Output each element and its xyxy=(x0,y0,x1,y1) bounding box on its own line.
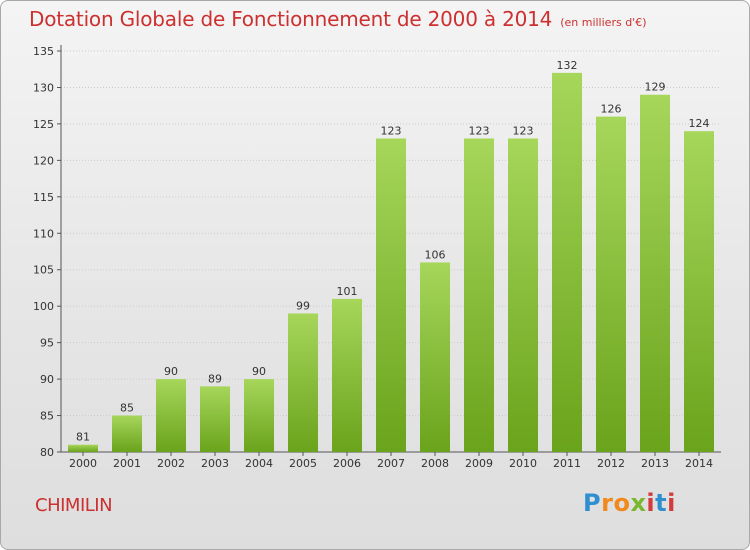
chart-title-text: Dotation Globale de Fonctionnement de 20… xyxy=(29,7,553,31)
logo-letter: t xyxy=(655,489,668,517)
data-label: 85 xyxy=(120,402,134,415)
bar xyxy=(464,138,494,452)
data-label: 89 xyxy=(208,372,222,385)
data-label: 106 xyxy=(425,248,446,261)
bar xyxy=(244,379,274,452)
logo-letter: i xyxy=(646,489,656,517)
chart-title: Dotation Globale de Fonctionnement de 20… xyxy=(29,7,646,31)
proxiti-logo[interactable]: Proxiti xyxy=(583,489,676,517)
x-tick-label: 2010 xyxy=(509,457,537,470)
data-label: 90 xyxy=(252,365,266,378)
logo-letter: i xyxy=(667,489,676,517)
x-tick-label: 2013 xyxy=(641,457,669,470)
y-tick-label: 90 xyxy=(40,373,54,386)
y-tick-label: 135 xyxy=(33,45,54,58)
bar xyxy=(288,313,318,452)
logo-letter: r xyxy=(601,489,614,517)
bar xyxy=(596,116,626,453)
x-tick-label: 2009 xyxy=(465,457,493,470)
data-label: 126 xyxy=(601,103,622,116)
data-label: 129 xyxy=(645,81,666,94)
logo-letter: x xyxy=(630,489,647,517)
data-label: 81 xyxy=(76,431,90,444)
y-tick-label: 95 xyxy=(40,337,54,350)
x-tick-label: 2003 xyxy=(201,457,229,470)
x-tick-label: 2006 xyxy=(333,457,361,470)
unit-label: (en milliers d'€) xyxy=(560,16,647,29)
data-label: 123 xyxy=(513,124,534,137)
x-tick-label: 2004 xyxy=(245,457,273,470)
x-tick-label: 2005 xyxy=(289,457,317,470)
logo-letter: o xyxy=(613,489,631,517)
bar xyxy=(200,386,230,452)
x-tick-label: 2014 xyxy=(685,457,713,470)
x-tick-label: 2008 xyxy=(421,457,449,470)
data-label: 124 xyxy=(689,117,710,130)
bar xyxy=(640,94,670,452)
logo-letter: P xyxy=(583,489,602,517)
x-tick-label: 2012 xyxy=(597,457,625,470)
bar xyxy=(376,138,406,452)
y-tick-label: 85 xyxy=(40,410,54,423)
data-label: 123 xyxy=(381,124,402,137)
y-tick-label: 105 xyxy=(33,264,54,277)
x-tick-label: 2002 xyxy=(157,457,185,470)
data-label: 90 xyxy=(164,365,178,378)
bar xyxy=(420,262,450,452)
bar xyxy=(68,444,98,452)
data-label: 132 xyxy=(557,59,578,72)
x-tick-label: 2007 xyxy=(377,457,405,470)
y-tick-label: 125 xyxy=(33,118,54,131)
commune-name: CHIMILIN xyxy=(35,495,113,516)
bars xyxy=(68,72,714,453)
bar xyxy=(332,298,362,452)
bar xyxy=(508,138,538,452)
y-tick-label: 80 xyxy=(40,446,54,459)
bar xyxy=(552,72,582,452)
y-tick-label: 100 xyxy=(33,300,54,313)
bar xyxy=(112,415,142,452)
x-tick-label: 2011 xyxy=(553,457,581,470)
bar xyxy=(684,131,714,452)
x-tick-label: 2000 xyxy=(69,457,97,470)
bar xyxy=(156,379,186,452)
y-tick-label: 110 xyxy=(33,227,54,240)
labels: 80 85 90 95 100 105 110 115 120 125 130 135 81 2000 85… xyxy=(33,45,713,470)
y-tick-label: 130 xyxy=(33,81,54,94)
data-label: 101 xyxy=(337,285,358,298)
data-label: 123 xyxy=(469,124,490,137)
y-tick-label: 120 xyxy=(33,154,54,167)
y-tick-label: 115 xyxy=(33,191,54,204)
x-tick-label: 2001 xyxy=(113,457,141,470)
data-label: 99 xyxy=(296,299,310,312)
